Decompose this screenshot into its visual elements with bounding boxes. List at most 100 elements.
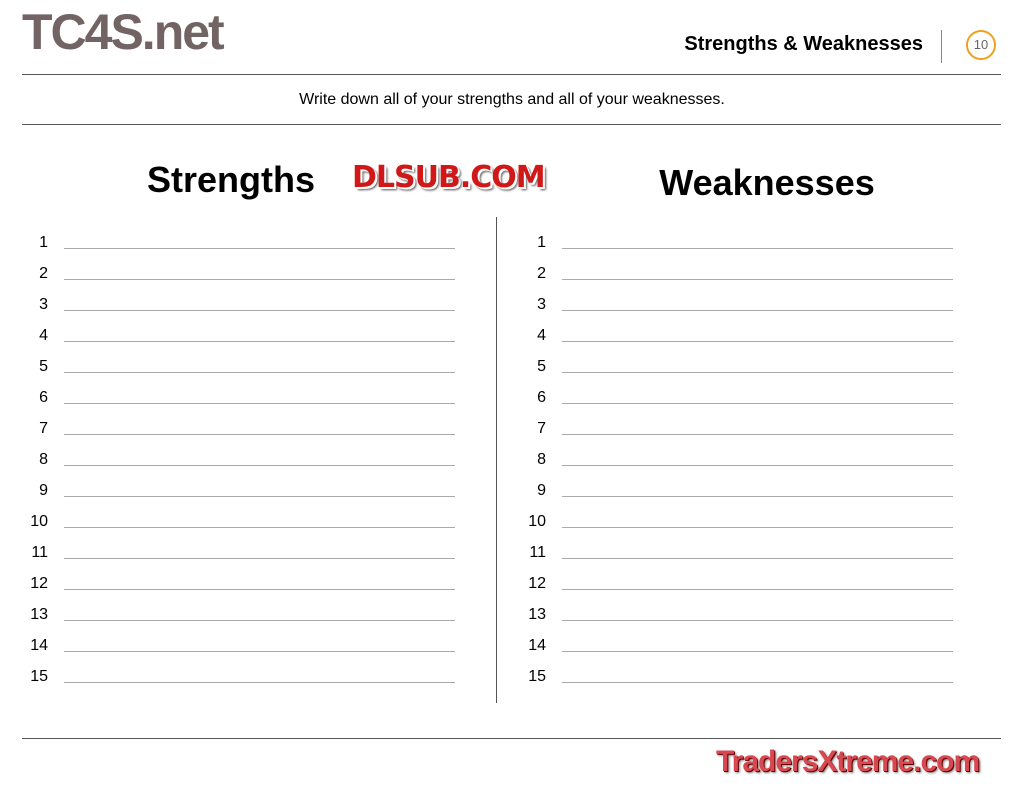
- row-number: 12: [30, 575, 48, 592]
- list-row[interactable]: 13: [526, 606, 966, 651]
- row-number: 2: [39, 265, 48, 282]
- list-row[interactable]: 8: [526, 451, 966, 496]
- row-number: 11: [529, 544, 546, 561]
- list-row[interactable]: 12: [28, 575, 468, 620]
- list-row[interactable]: 2: [28, 265, 468, 310]
- list-row[interactable]: 3: [526, 296, 966, 341]
- list-row[interactable]: 6: [28, 389, 468, 434]
- write-in-line[interactable]: [64, 403, 455, 404]
- row-number: 13: [528, 606, 546, 623]
- write-in-line[interactable]: [64, 248, 455, 249]
- list-row[interactable]: 5: [28, 358, 468, 403]
- row-number: 10: [528, 513, 546, 530]
- weaknesses-heading: Weaknesses: [659, 162, 875, 203]
- tradersxtreme-watermark: TradersXtreme.com: [716, 745, 980, 778]
- row-number: 4: [39, 327, 48, 344]
- write-in-line[interactable]: [562, 496, 953, 497]
- row-number: 9: [39, 482, 48, 499]
- row-number: 5: [39, 358, 48, 375]
- row-number: 11: [31, 544, 48, 561]
- write-in-line[interactable]: [562, 248, 953, 249]
- write-in-line[interactable]: [562, 558, 953, 559]
- write-in-line[interactable]: [64, 589, 455, 590]
- write-in-line[interactable]: [64, 620, 455, 621]
- list-row[interactable]: 10: [28, 513, 468, 558]
- write-in-line[interactable]: [64, 341, 455, 342]
- write-in-line[interactable]: [64, 279, 455, 280]
- list-row[interactable]: 5: [526, 358, 966, 403]
- row-number: 2: [537, 265, 546, 282]
- list-row[interactable]: 4: [526, 327, 966, 372]
- write-in-line[interactable]: [64, 651, 455, 652]
- list-row[interactable]: 1: [28, 234, 468, 279]
- list-row[interactable]: 2: [526, 265, 966, 310]
- list-row[interactable]: 4: [28, 327, 468, 372]
- row-number: 6: [39, 389, 48, 406]
- list-row[interactable]: 7: [526, 420, 966, 465]
- write-in-line[interactable]: [562, 465, 953, 466]
- row-number: 1: [537, 234, 546, 251]
- list-row[interactable]: 3: [28, 296, 468, 341]
- write-in-line[interactable]: [562, 434, 953, 435]
- write-in-line[interactable]: [562, 527, 953, 528]
- row-number: 8: [537, 451, 546, 468]
- write-in-line[interactable]: [64, 527, 455, 528]
- list-row[interactable]: 13: [28, 606, 468, 651]
- row-number: 14: [528, 637, 546, 654]
- row-number: 3: [537, 296, 546, 313]
- row-number: 7: [39, 420, 48, 437]
- row-number: 13: [30, 606, 48, 623]
- write-in-line[interactable]: [562, 589, 953, 590]
- tc4s-watermark-logo: TC4S.net: [22, 4, 225, 60]
- row-number: 9: [537, 482, 546, 499]
- list-row[interactable]: 10: [526, 513, 966, 558]
- write-in-line[interactable]: [562, 651, 953, 652]
- header-divider: [941, 30, 942, 63]
- instructions: Write down all of your strengths and all…: [299, 91, 725, 108]
- list-row[interactable]: 11: [526, 544, 966, 589]
- write-in-line[interactable]: [64, 372, 455, 373]
- write-in-line[interactable]: [64, 558, 455, 559]
- list-row[interactable]: 6: [526, 389, 966, 434]
- write-in-line[interactable]: [64, 496, 455, 497]
- dlsub-watermark: DLSUB.COM: [352, 160, 546, 195]
- row-number: 6: [537, 389, 546, 406]
- instructions-rule: [22, 124, 1001, 125]
- write-in-line[interactable]: [64, 682, 455, 683]
- write-in-line[interactable]: [562, 372, 953, 373]
- list-row[interactable]: 8: [28, 451, 468, 496]
- row-number: 10: [30, 513, 48, 530]
- footer-rule: [22, 738, 1001, 739]
- row-number: 3: [39, 296, 48, 313]
- row-number: 5: [537, 358, 546, 375]
- list-row[interactable]: 12: [526, 575, 966, 620]
- list-row[interactable]: 15: [28, 668, 468, 713]
- write-in-line[interactable]: [64, 310, 455, 311]
- list-row[interactable]: 1: [526, 234, 966, 279]
- row-number: 15: [30, 668, 48, 685]
- list-row[interactable]: 14: [526, 637, 966, 682]
- write-in-line[interactable]: [562, 310, 953, 311]
- write-in-line[interactable]: [562, 403, 953, 404]
- row-number: 14: [30, 637, 48, 654]
- list-row[interactable]: 9: [526, 482, 966, 527]
- list-row[interactable]: 11: [28, 544, 468, 589]
- list-row[interactable]: 14: [28, 637, 468, 682]
- write-in-line[interactable]: [562, 620, 953, 621]
- write-in-line[interactable]: [562, 341, 953, 342]
- write-in-line[interactable]: [64, 434, 455, 435]
- row-number: 4: [537, 327, 546, 344]
- row-number: 1: [39, 234, 48, 251]
- list-row[interactable]: 15: [526, 668, 966, 713]
- strengths-heading: Strengths: [146, 159, 316, 200]
- page-number: 10: [966, 30, 996, 60]
- write-in-line[interactable]: [562, 682, 953, 683]
- row-number: 15: [528, 668, 546, 685]
- write-in-line[interactable]: [562, 279, 953, 280]
- row-number: 7: [537, 420, 546, 437]
- list-row[interactable]: 7: [28, 420, 468, 465]
- write-in-line[interactable]: [64, 465, 455, 466]
- row-number: 8: [39, 451, 48, 468]
- row-number: 12: [528, 575, 546, 592]
- list-row[interactable]: 9: [28, 482, 468, 527]
